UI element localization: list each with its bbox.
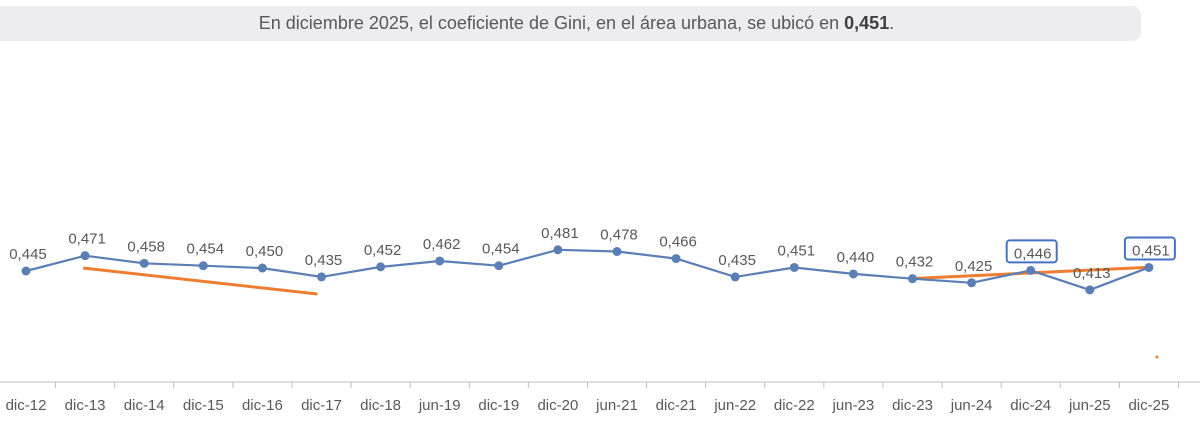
x-tick-label: dic-25 [1128, 397, 1169, 414]
data-point [553, 245, 563, 255]
x-tick-label: dic-13 [65, 397, 106, 414]
data-label: 0,432 [896, 254, 934, 271]
data-label: 0,446 [1014, 245, 1052, 262]
data-label: 0,454 [482, 241, 520, 258]
x-tick-label: dic-17 [301, 397, 342, 414]
x-tick-label: dic-16 [242, 397, 283, 414]
data-point [848, 269, 858, 279]
data-point [198, 261, 208, 271]
headline-prefix: En diciembre 2025, el coeficiente de Gin… [258, 13, 845, 33]
series-line-group [25, 248, 1150, 292]
data-point [1026, 265, 1036, 275]
x-tick-label: jun-22 [713, 397, 756, 414]
trend-line-1 [82, 266, 318, 296]
highlight-box [1123, 236, 1176, 261]
headline-banner: En diciembre 2025, el coeficiente de Gin… [0, 6, 1141, 41]
x-tick-label: dic-15 [183, 397, 224, 414]
data-label: 0,466 [659, 234, 697, 251]
data-point [671, 254, 681, 264]
data-point [80, 251, 90, 261]
data-point [21, 266, 31, 276]
x-tick-label: dic-20 [537, 397, 578, 414]
data-label: 0,478 [600, 227, 638, 244]
data-label: 0,440 [837, 249, 875, 266]
data-label: 0,435 [305, 252, 343, 269]
data-point [494, 261, 504, 271]
data-point [967, 278, 977, 288]
highlight-box [1005, 239, 1058, 264]
data-label: 0,450 [246, 243, 284, 260]
headline-value: 0,451 [844, 13, 890, 33]
data-label: 0,413 [1073, 265, 1111, 282]
x-tick-label: jun-23 [832, 397, 875, 414]
data-point [435, 256, 445, 266]
x-tick-label: dic-22 [774, 397, 815, 414]
data-label: 0,445 [9, 246, 47, 263]
x-tick-label: jun-24 [950, 397, 993, 414]
x-tick-label: jun-21 [595, 397, 638, 414]
data-label: 0,458 [127, 238, 165, 255]
x-tick-label: dic-24 [1010, 397, 1051, 414]
x-tick-label: dic-12 [6, 397, 47, 414]
data-point [730, 272, 740, 282]
series-line [25, 248, 1150, 292]
data-label: 0,451 [1132, 242, 1170, 259]
data-label: 0,471 [68, 231, 106, 248]
data-point [139, 258, 149, 268]
data-label: 0,481 [541, 225, 579, 242]
data-label: 0,451 [778, 242, 816, 259]
data-point [1144, 262, 1154, 272]
x-tick-label: dic-23 [892, 397, 933, 414]
x-tick-label: jun-25 [1068, 397, 1111, 414]
x-tick-label: jun-19 [418, 397, 461, 414]
x-tick-label: dic-21 [656, 397, 697, 414]
data-label: 0,452 [364, 242, 402, 259]
data-point [257, 263, 267, 273]
data-labels: 0,445 0,471 0,458 0,454 0,450 0,435 0,452 0,462… [9, 225, 1169, 282]
data-point [376, 262, 386, 272]
headline-suffix: . [889, 13, 895, 33]
data-points [21, 245, 1154, 295]
data-label: 0,435 [718, 252, 756, 269]
data-point [612, 247, 622, 257]
highlight-boxes [1005, 236, 1176, 264]
stray-marker-dot [1155, 355, 1159, 359]
data-point [908, 274, 917, 284]
data-point [317, 272, 326, 282]
x-tick-label: dic-19 [478, 397, 519, 414]
data-point [1085, 285, 1095, 295]
data-point [789, 262, 799, 272]
x-axis: dic-12 dic-13 dic-14 dic-15 dic-16 dic-17 dic-… [0, 381, 1200, 414]
x-tick-label: dic-14 [124, 397, 165, 414]
data-label: 0,454 [187, 241, 225, 258]
x-tick-label: dic-18 [360, 397, 401, 414]
data-label: 0,462 [423, 236, 461, 253]
headline-text: En diciembre 2025, el coeficiente de Gin… [259, 13, 894, 34]
data-label: 0,425 [955, 258, 993, 275]
